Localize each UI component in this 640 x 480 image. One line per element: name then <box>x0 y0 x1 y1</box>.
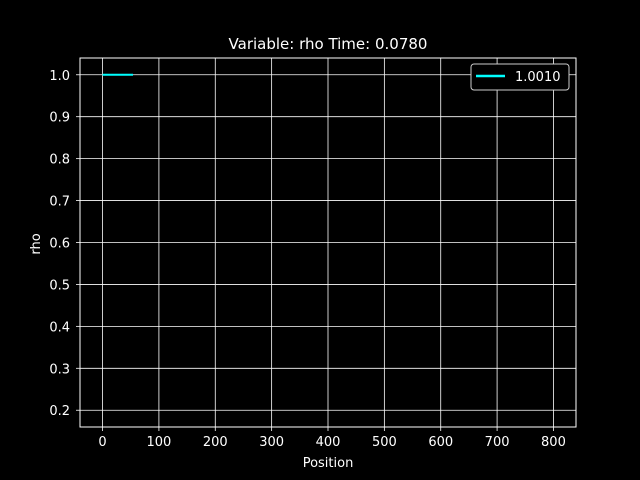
y-tick-label: 0.6 <box>49 237 70 252</box>
legend: 1.0010 <box>470 63 570 91</box>
x-tick-label: 400 <box>316 435 341 450</box>
y-tick-label: 1.0 <box>49 69 70 84</box>
chart-title: Variable: rho Time: 0.0780 <box>229 35 428 53</box>
legend-box <box>470 63 570 91</box>
x-tick-label: 600 <box>428 435 453 450</box>
x-tick-label: 200 <box>203 435 228 450</box>
y-tick-label: 0.5 <box>49 278 70 293</box>
x-tick-label: 300 <box>259 435 284 450</box>
legend-label: 1.0010 <box>515 70 561 85</box>
y-tick-label: 0.4 <box>49 320 70 335</box>
y-tick-label: 0.3 <box>49 362 70 377</box>
y-tick-label: 0.2 <box>49 404 70 419</box>
x-tick-label: 0 <box>98 435 106 450</box>
y-axis-label: rho <box>29 233 44 254</box>
y-tick-label: 0.8 <box>49 153 70 168</box>
x-tick-label: 100 <box>146 435 171 450</box>
ticks: 0 100 200 300 400 500 600 700 800 0.2 0.3 0.4 0.5 0.6… <box>49 69 566 450</box>
x-tick-label: 500 <box>372 435 397 450</box>
x-axis-label: Position <box>303 456 354 471</box>
y-tick-label: 0.9 <box>49 111 70 126</box>
grid <box>80 58 576 427</box>
x-tick-label: 700 <box>485 435 510 450</box>
y-tick-label: 0.7 <box>49 195 70 210</box>
x-tick-label: 800 <box>541 435 566 450</box>
